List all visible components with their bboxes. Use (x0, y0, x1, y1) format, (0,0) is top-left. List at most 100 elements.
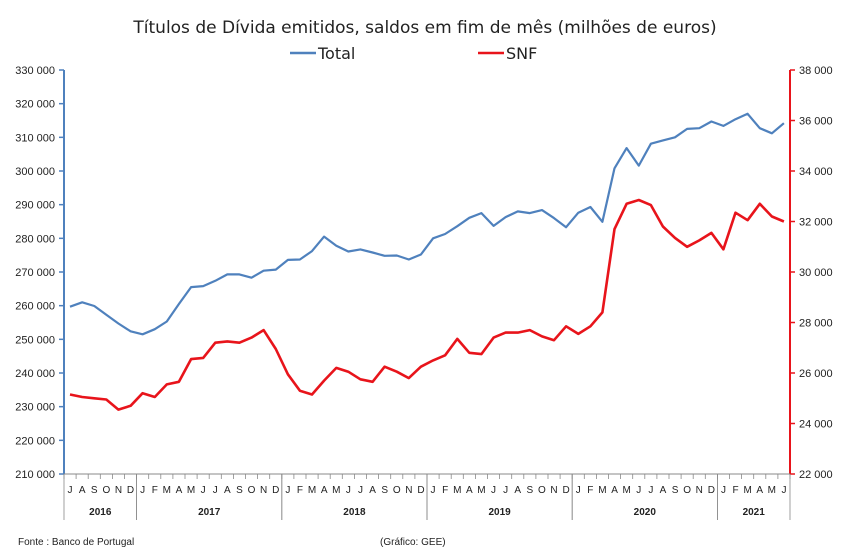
year-label: 2019 (488, 507, 511, 518)
month-label: J (781, 485, 786, 496)
source-note: Fonte : Banco de Portugal (18, 537, 134, 548)
month-label: S (91, 485, 98, 496)
month-label: J (491, 485, 496, 496)
month-label: D (563, 485, 570, 496)
month-label: O (248, 485, 256, 496)
month-label: O (393, 485, 401, 496)
left-tick-label: 220 000 (15, 435, 55, 447)
month-label: A (176, 485, 183, 496)
month-label: N (696, 485, 703, 496)
left-tick-label: 250 000 (15, 334, 55, 346)
left-tick-label: 300 000 (15, 166, 55, 178)
month-label: J (68, 485, 73, 496)
month-label: A (224, 485, 231, 496)
month-label: M (187, 485, 195, 496)
left-tick-label: 210 000 (15, 469, 55, 481)
left-tick-label: 260 000 (15, 301, 55, 313)
month-label: D (708, 485, 715, 496)
month-label: M (308, 485, 316, 496)
month-label: A (369, 485, 376, 496)
month-label: D (127, 485, 134, 496)
legend-label: Total (317, 44, 355, 63)
left-tick-label: 240 000 (15, 368, 55, 380)
right-tick-label: 28 000 (799, 318, 833, 330)
month-label: S (527, 485, 534, 496)
month-label: F (297, 485, 303, 496)
month-label: A (756, 485, 763, 496)
month-label: J (636, 485, 641, 496)
series-line-snf (69, 198, 785, 411)
series-line-total (69, 112, 785, 336)
left-tick-label: 330 000 (15, 65, 55, 77)
month-label: A (321, 485, 328, 496)
month-label: J (576, 485, 581, 496)
month-label: J (431, 485, 436, 496)
left-tick-label: 320 000 (15, 99, 55, 111)
month-label: J (648, 485, 653, 496)
year-label: 2016 (89, 507, 112, 518)
month-label: M (622, 485, 630, 496)
legend: Total SNF (290, 44, 537, 63)
month-label: F (587, 485, 593, 496)
month-label: O (102, 485, 110, 496)
month-label: A (466, 485, 473, 496)
year-label: 2017 (198, 507, 221, 518)
right-tick-label: 36 000 (799, 116, 833, 128)
month-label: A (611, 485, 618, 496)
credit-note: (Gráfico: GEE) (380, 537, 446, 548)
right-tick-label: 24 000 (799, 419, 833, 431)
month-label: J (285, 485, 290, 496)
left-tick-label: 280 000 (15, 233, 55, 245)
month-label: J (721, 485, 726, 496)
left-tick-label: 310 000 (15, 132, 55, 144)
month-label: M (598, 485, 606, 496)
month-label: J (213, 485, 218, 496)
right-tick-label: 30 000 (799, 267, 833, 279)
month-label: F (152, 485, 158, 496)
year-label: 2021 (743, 507, 766, 518)
year-label: 2018 (343, 507, 366, 518)
month-label: N (550, 485, 557, 496)
month-label: N (405, 485, 412, 496)
month-label: N (115, 485, 122, 496)
month-label: M (768, 485, 776, 496)
series-lines (69, 112, 785, 411)
right-tick-label: 38 000 (799, 65, 833, 77)
left-tick-label: 270 000 (15, 267, 55, 279)
year-label: 2020 (634, 507, 657, 518)
month-label: A (79, 485, 86, 496)
month-label: M (453, 485, 461, 496)
month-label: M (477, 485, 485, 496)
right-tick-label: 32 000 (799, 217, 833, 229)
legend-label: SNF (506, 44, 537, 63)
month-label: D (417, 485, 424, 496)
right-tick-label: 26 000 (799, 368, 833, 380)
month-label: J (201, 485, 206, 496)
month-label: J (346, 485, 351, 496)
month-label: A (514, 485, 521, 496)
month-label: S (672, 485, 679, 496)
chart-title: Títulos de Dívida emitidos, saldos em fi… (132, 18, 716, 38)
month-label: D (272, 485, 279, 496)
month-label: O (683, 485, 691, 496)
month-label: S (381, 485, 388, 496)
right-tick-label: 34 000 (799, 166, 833, 178)
month-label: M (332, 485, 340, 496)
month-label: F (442, 485, 448, 496)
month-label: O (538, 485, 546, 496)
month-label: J (358, 485, 363, 496)
month-label: N (260, 485, 267, 496)
month-label: M (163, 485, 171, 496)
right-tick-label: 22 000 (799, 469, 833, 481)
month-label: A (660, 485, 667, 496)
left-tick-label: 290 000 (15, 200, 55, 212)
left-y-axis: 210 000 220 000 230 000 240 000 250 000 260 0… (15, 65, 65, 481)
month-label: M (743, 485, 751, 496)
month-label: S (236, 485, 243, 496)
month-label: J (503, 485, 508, 496)
right-y-axis: 22 000 24 000 26 000 28 000 30 000 32 000 34 0… (789, 65, 833, 481)
left-tick-label: 230 000 (15, 402, 55, 414)
month-label: J (140, 485, 145, 496)
